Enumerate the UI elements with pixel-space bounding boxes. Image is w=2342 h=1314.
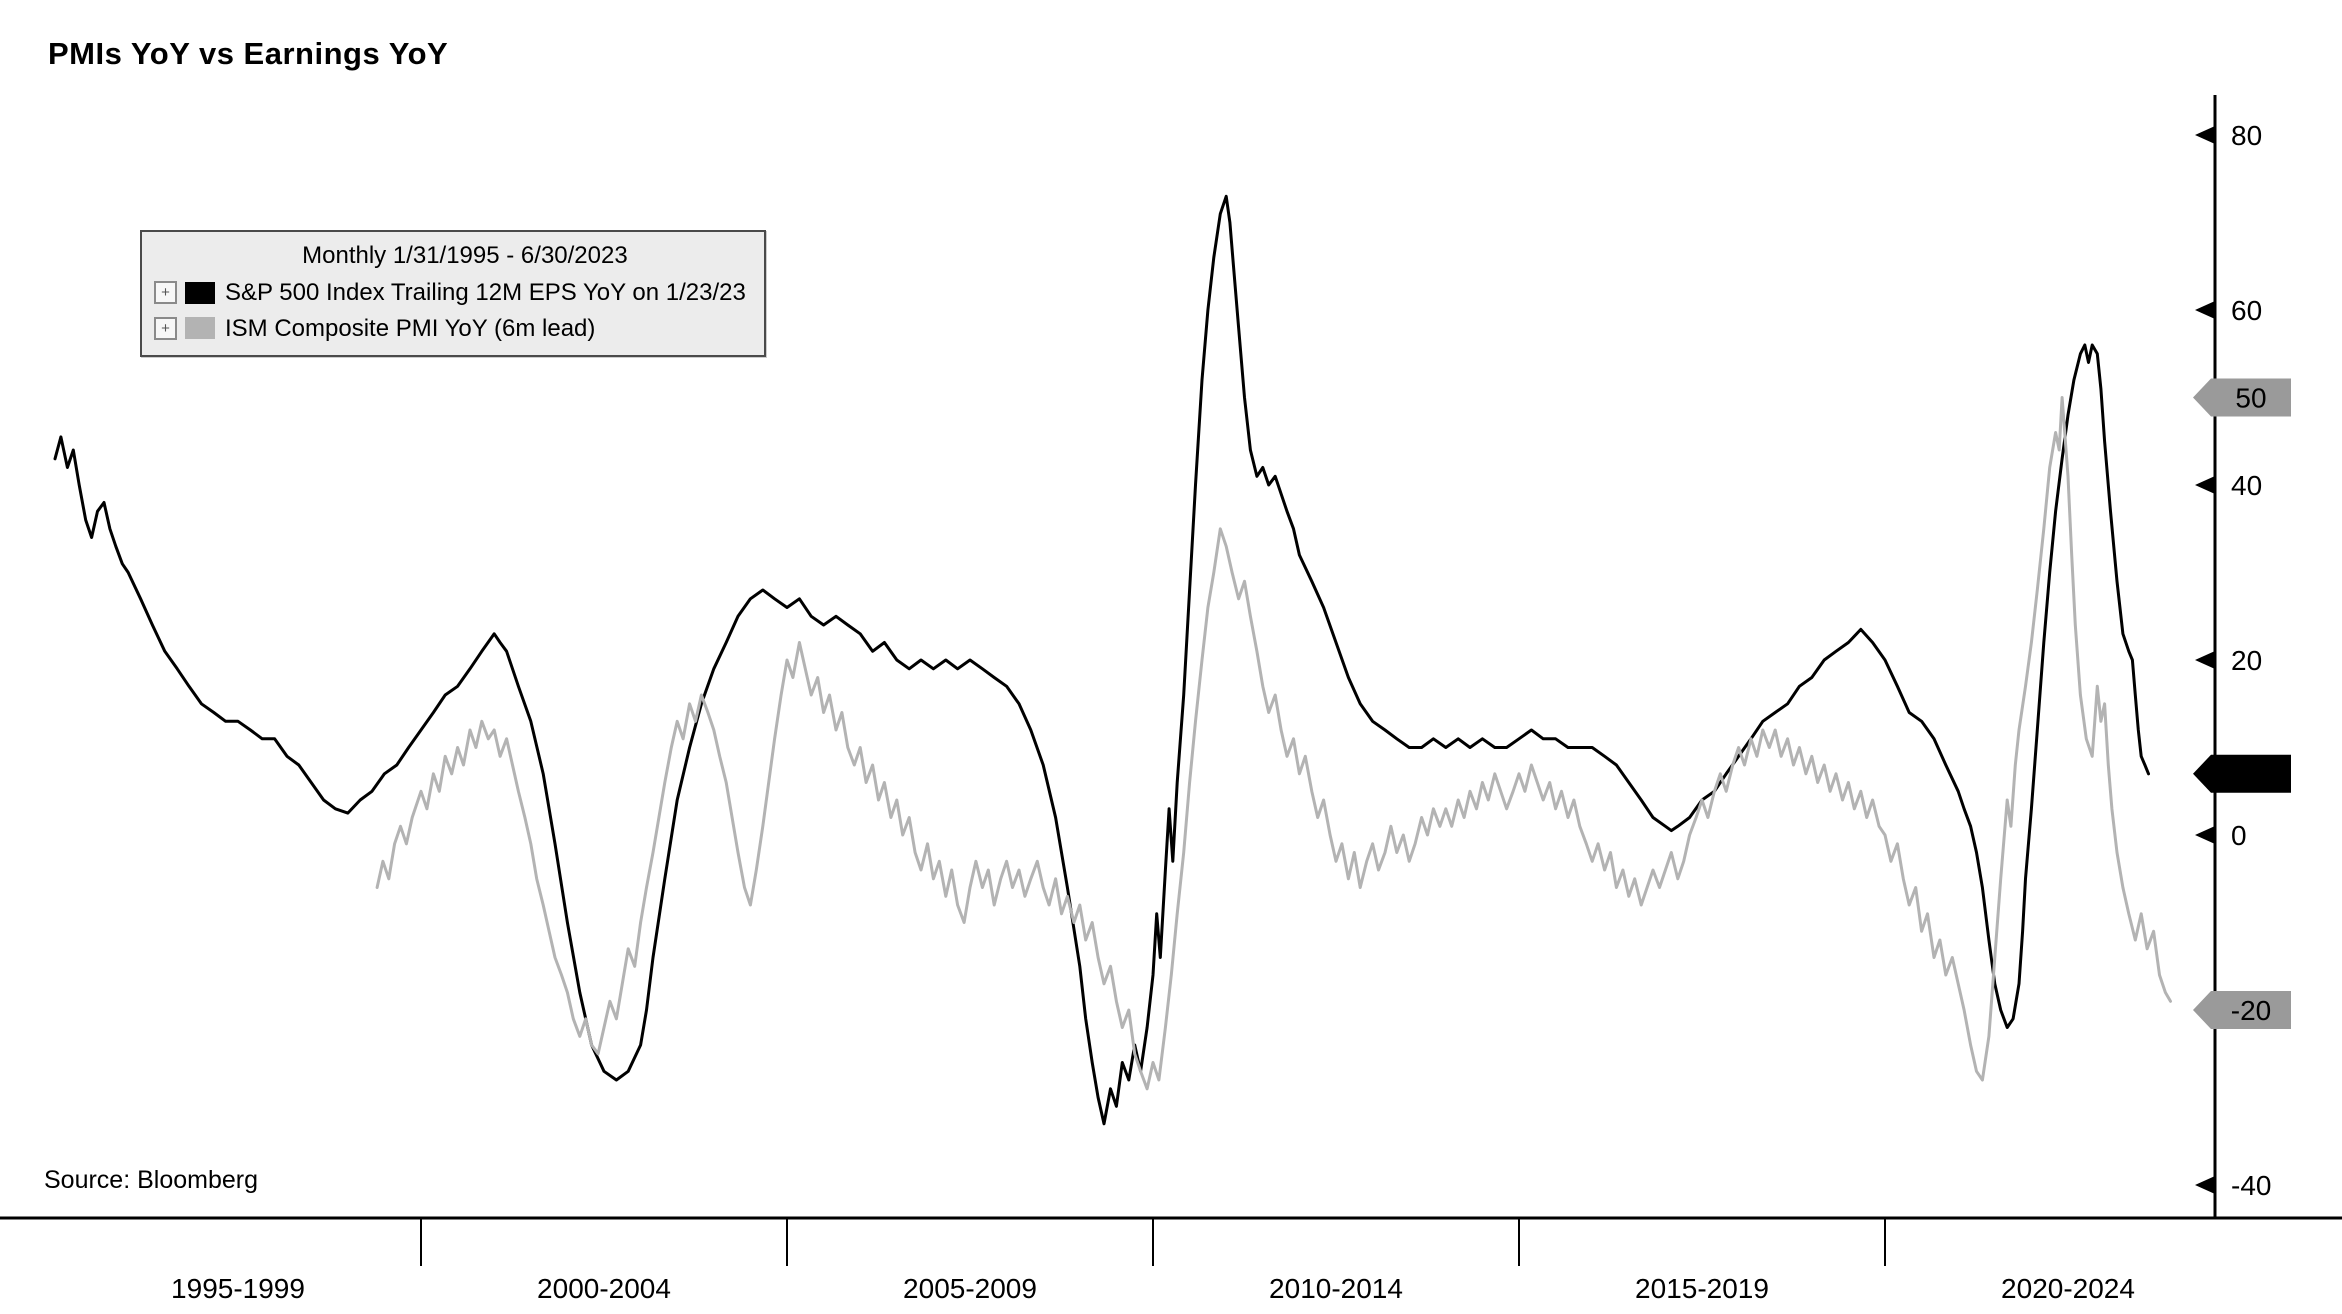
series-swatch-eps bbox=[185, 281, 215, 304]
y-tick-label: -40 bbox=[2231, 1170, 2271, 1201]
y-axis-badge bbox=[2193, 754, 2291, 793]
y-axis-badge-label: -20 bbox=[2231, 995, 2271, 1026]
y-tick-label: 20 bbox=[2231, 645, 2262, 676]
series-swatch-pmi bbox=[185, 317, 215, 340]
y-tick-label: 0 bbox=[2231, 820, 2247, 851]
series-line-eps bbox=[53, 194, 2150, 1126]
y-axis-badge bbox=[2193, 378, 2291, 417]
legend-item-label: ISM Composite PMI YoY (6m lead) bbox=[225, 314, 596, 342]
chart-title: PMIs YoY vs Earnings YoY bbox=[48, 36, 449, 71]
x-axis-label: 1995-1999 bbox=[171, 1273, 305, 1304]
x-axis-label: 2000-2004 bbox=[537, 1273, 671, 1304]
expand-icon[interactable]: + bbox=[154, 316, 177, 340]
y-axis-badge-label: 50 bbox=[2235, 383, 2266, 414]
source-label: Source: Bloomberg bbox=[44, 1166, 259, 1194]
x-axis-label: 2005-2009 bbox=[903, 1273, 1037, 1304]
y-tick-label: 80 bbox=[2231, 120, 2262, 151]
y-tick-arrow bbox=[2195, 126, 2215, 144]
y-axis-badge bbox=[2193, 991, 2291, 1029]
y-tick-label: 40 bbox=[2231, 470, 2262, 501]
legend-period: Monthly 1/31/1995 - 6/30/2023 bbox=[302, 242, 628, 269]
x-axis-label: 2015-2019 bbox=[1635, 1273, 1769, 1304]
y-tick-arrow bbox=[2195, 826, 2215, 844]
x-axis-label: 2020-2024 bbox=[2001, 1273, 2135, 1304]
y-tick-label: 60 bbox=[2231, 295, 2262, 326]
legend-item: + ISM Composite PMI YoY (6m lead) bbox=[154, 312, 746, 346]
legend: Monthly 1/31/1995 - 6/30/2023 + S&P 500 … bbox=[140, 230, 766, 358]
legend-item: + S&P 500 Index Trailing 12M EPS YoY on … bbox=[154, 276, 746, 310]
y-axis-badge-label: 7 bbox=[2243, 759, 2259, 790]
legend-item-label: S&P 500 Index Trailing 12M EPS YoY on 1/… bbox=[225, 279, 746, 306]
y-tick-arrow bbox=[2195, 1176, 2215, 1194]
y-tick-arrow bbox=[2195, 476, 2215, 494]
x-axis-label: 2010-2014 bbox=[1269, 1273, 1403, 1304]
series-line-pmi bbox=[375, 396, 2172, 1091]
y-tick-arrow bbox=[2195, 651, 2215, 669]
y-tick-arrow bbox=[2195, 301, 2215, 319]
expand-icon[interactable]: + bbox=[154, 281, 177, 305]
